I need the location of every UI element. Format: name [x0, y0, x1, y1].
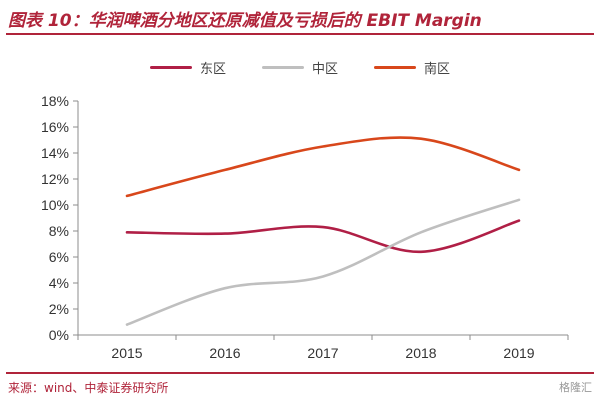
legend-item-east: 东区: [149, 58, 226, 77]
y-tick-label: 16%: [41, 119, 69, 135]
series-line-east: [125, 219, 521, 254]
y-tick-label: 10%: [41, 197, 69, 213]
y-tick-label: 4%: [49, 275, 69, 291]
source-divider: [6, 372, 594, 374]
legend-label-south: 南区: [424, 62, 451, 77]
x-tick-label: 2017: [307, 345, 338, 361]
x-tick-label: 2016: [209, 345, 240, 361]
series-line-south: [125, 136, 521, 198]
x-axis: 2015 2016 2017 2018 2019: [77, 334, 569, 361]
title-divider: [6, 33, 594, 35]
legend: 东区 中区 南区: [0, 58, 600, 77]
x-tick-label: 2018: [405, 345, 436, 361]
legend-item-south: 南区: [374, 58, 450, 77]
legend-swatch-central: [261, 66, 304, 69]
y-tick-label: 14%: [41, 145, 69, 161]
series-lines: [125, 136, 521, 326]
y-tick-label: 12%: [41, 171, 69, 187]
x-tick-label: 2015: [111, 345, 142, 361]
y-tick-label: 18%: [41, 93, 69, 109]
legend-label-east: 东区: [199, 62, 226, 77]
legend-item-central: 中区: [261, 58, 338, 77]
y-tick-label: 2%: [49, 301, 69, 317]
series-line-central: [125, 198, 521, 326]
y-axis: 0% 2% 4% 6% 8% 10% 12% 14% 16% 18%: [41, 93, 79, 343]
watermark-logo: 格隆汇: [559, 381, 592, 394]
chart-title: 图表 10：华润啤酒分地区还原减值及亏损后的 EBIT Margin: [8, 11, 482, 31]
y-tick-label: 6%: [49, 249, 69, 265]
legend-swatch-south: [374, 66, 416, 69]
x-tick-label: 2019: [503, 345, 534, 361]
y-tick-label: 0%: [49, 327, 69, 343]
legend-label-central: 中区: [311, 62, 338, 77]
y-tick-label: 8%: [49, 223, 69, 239]
legend-swatch-east: [149, 66, 192, 69]
source-note: 来源：wind、中泰证券研究所: [8, 381, 169, 395]
